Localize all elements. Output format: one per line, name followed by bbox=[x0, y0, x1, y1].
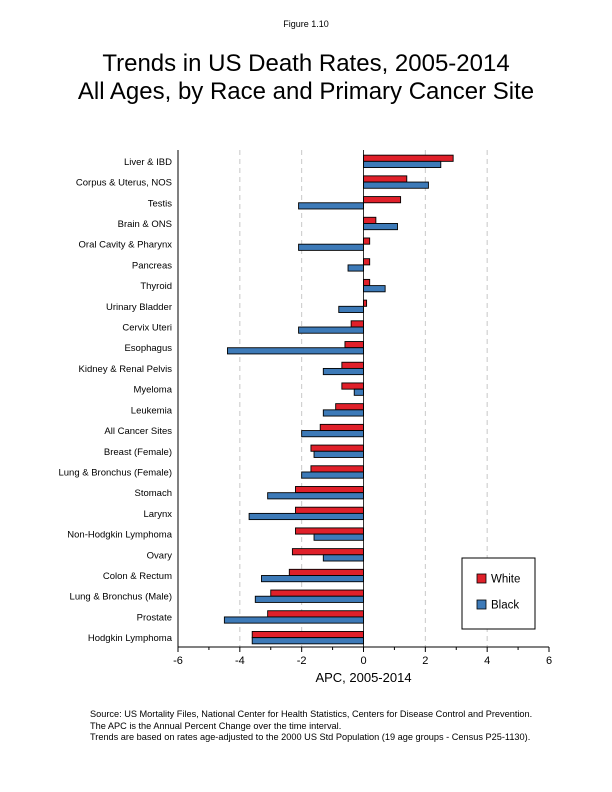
bar-black-ovary bbox=[322, 554, 364, 562]
x-tick-label: 4 bbox=[484, 655, 490, 667]
bar-black-all-cancer-sites bbox=[301, 430, 364, 438]
bar-black-urinary-bladder bbox=[338, 305, 364, 313]
x-tick-label: -4 bbox=[235, 655, 245, 667]
chart-title: Trends in US Death Rates, 2005-2014 All … bbox=[0, 50, 612, 106]
category-label: Urinary Bladder bbox=[106, 302, 172, 313]
bars bbox=[223, 154, 454, 645]
legend: White Black bbox=[461, 557, 536, 630]
x-axis-label: APC, 2005-2014 bbox=[315, 670, 411, 685]
category-label: Hodgkin Lymphoma bbox=[88, 633, 173, 644]
bar-black-colon-rectum bbox=[261, 575, 364, 583]
footer-notes: Source: US Mortality Files, National Cen… bbox=[90, 709, 532, 744]
bar-white-hodgkin-lymphoma bbox=[251, 630, 364, 639]
category-label: Ovary bbox=[147, 550, 173, 561]
legend-swatch-black bbox=[476, 599, 487, 610]
category-label: Oral Cavity & Pharynx bbox=[79, 240, 173, 251]
bar-black-liver-ibd bbox=[363, 160, 442, 169]
chart: Liver & IBD Corpus & Uterus, NOS Testis Bra… bbox=[58, 150, 552, 685]
category-label: Liver & IBD bbox=[124, 157, 172, 168]
category-label: Lung & Bronchus (Female) bbox=[58, 467, 172, 478]
bar-white-urinary-bladder bbox=[363, 299, 368, 307]
category-label: Lung & Bronchus (Male) bbox=[70, 592, 172, 603]
category-label: Prostate bbox=[137, 612, 172, 623]
legend-swatch-white bbox=[476, 573, 487, 584]
bar-white-ovary bbox=[291, 548, 364, 556]
category-label: Colon & Rectum bbox=[103, 571, 172, 582]
category-label: Stomach bbox=[135, 488, 173, 499]
x-tick-label: -6 bbox=[173, 655, 183, 667]
bar-black-hodgkin-lymphoma bbox=[251, 637, 364, 645]
category-label: All Cancer Sites bbox=[104, 426, 172, 437]
bar-white-lung-bronchus-female- bbox=[310, 465, 364, 473]
bar-white-stomach bbox=[295, 486, 364, 494]
bar-white-brain-ons bbox=[363, 216, 377, 224]
bar-white-esophagus bbox=[344, 341, 364, 349]
category-label: Breast (Female) bbox=[104, 447, 172, 458]
bar-black-myeloma bbox=[353, 388, 364, 396]
bar-black-pancreas bbox=[347, 264, 364, 272]
bar-white-oral-cavity-pharynx bbox=[363, 237, 371, 245]
bar-white-lung-bronchus-male- bbox=[270, 589, 364, 597]
bar-white-prostate bbox=[267, 610, 364, 618]
bar-white-leukemia bbox=[335, 403, 364, 411]
category-label: Cervix Uteri bbox=[122, 323, 172, 334]
bar-white-testis bbox=[363, 196, 402, 204]
bar-black-leukemia bbox=[322, 409, 364, 417]
footer-source: Source: US Mortality Files, National Cen… bbox=[90, 709, 533, 719]
x-tick-label: -2 bbox=[297, 655, 307, 667]
legend-label-black: Black bbox=[491, 600, 519, 612]
category-label: Pancreas bbox=[132, 260, 172, 271]
bar-black-oral-cavity-pharynx bbox=[298, 243, 364, 251]
bar-black-corpus-uterus-nos bbox=[363, 181, 429, 189]
category-labels: Liver & IBD Corpus & Uterus, NOS Testis Bra… bbox=[58, 157, 172, 644]
bar-black-testis bbox=[298, 202, 364, 210]
category-label: Myeloma bbox=[133, 385, 172, 396]
bar-white-kidney-renal-pelvis bbox=[341, 361, 364, 369]
category-label: Corpus & Uterus, NOS bbox=[76, 178, 172, 189]
bar-black-stomach bbox=[267, 492, 364, 500]
x-tick-label: 2 bbox=[422, 655, 428, 667]
footer-adjust-note: Trends are based on rates age-adjusted t… bbox=[90, 732, 531, 742]
x-tick-label: 6 bbox=[546, 655, 552, 667]
bar-white-breast-female- bbox=[310, 444, 364, 452]
category-label: Brain & ONS bbox=[118, 219, 172, 230]
bar-black-non-hodgkin-lymphoma bbox=[313, 533, 364, 541]
bar-black-lung-bronchus-male- bbox=[254, 595, 364, 603]
x-tick-label: 0 bbox=[360, 655, 366, 667]
category-label: Testis bbox=[148, 198, 173, 209]
bar-white-myeloma bbox=[341, 382, 364, 390]
bar-white-non-hodgkin-lymphoma bbox=[295, 527, 364, 535]
bar-white-cervix-uteri bbox=[350, 320, 364, 328]
category-label: Esophagus bbox=[124, 343, 172, 354]
category-label: Non-Hodgkin Lymphoma bbox=[67, 530, 172, 541]
bar-black-larynx bbox=[248, 512, 364, 521]
bar-white-pancreas bbox=[363, 258, 371, 266]
bar-black-breast-female- bbox=[313, 450, 364, 458]
bar-black-brain-ons bbox=[363, 223, 398, 231]
x-ticks: -6 -4 -2 0 2 4 6 bbox=[173, 647, 552, 667]
category-label: Thyroid bbox=[140, 281, 172, 292]
title-line-1: Trends in US Death Rates, 2005-2014 bbox=[102, 50, 510, 77]
bar-white-all-cancer-sites bbox=[319, 423, 364, 432]
bar-white-thyroid bbox=[363, 278, 371, 287]
bar-black-cervix-uteri bbox=[298, 326, 364, 334]
bar-white-colon-rectum bbox=[288, 568, 364, 576]
bar-white-corpus-uterus-nos bbox=[363, 175, 408, 183]
footer-apc-note: The APC is the Annual Percent Change ove… bbox=[90, 720, 342, 731]
bar-white-liver-ibd bbox=[363, 154, 454, 162]
bar-black-esophagus bbox=[227, 347, 364, 355]
bar-black-lung-bronchus-female- bbox=[301, 471, 364, 479]
bar-black-thyroid bbox=[363, 285, 386, 293]
legend-label-white: White bbox=[491, 574, 520, 586]
figure-label: Figure 1.10 bbox=[283, 19, 329, 29]
category-label: Larynx bbox=[143, 509, 172, 520]
category-label: Leukemia bbox=[131, 405, 173, 416]
legend-box bbox=[461, 557, 536, 630]
bar-white-larynx bbox=[295, 506, 364, 514]
category-label: Kidney & Renal Pelvis bbox=[79, 364, 173, 375]
title-line-2: All Ages, by Race and Primary Cancer Sit… bbox=[77, 78, 535, 105]
bar-black-kidney-renal-pelvis bbox=[322, 367, 364, 376]
bar-black-prostate bbox=[223, 616, 364, 624]
